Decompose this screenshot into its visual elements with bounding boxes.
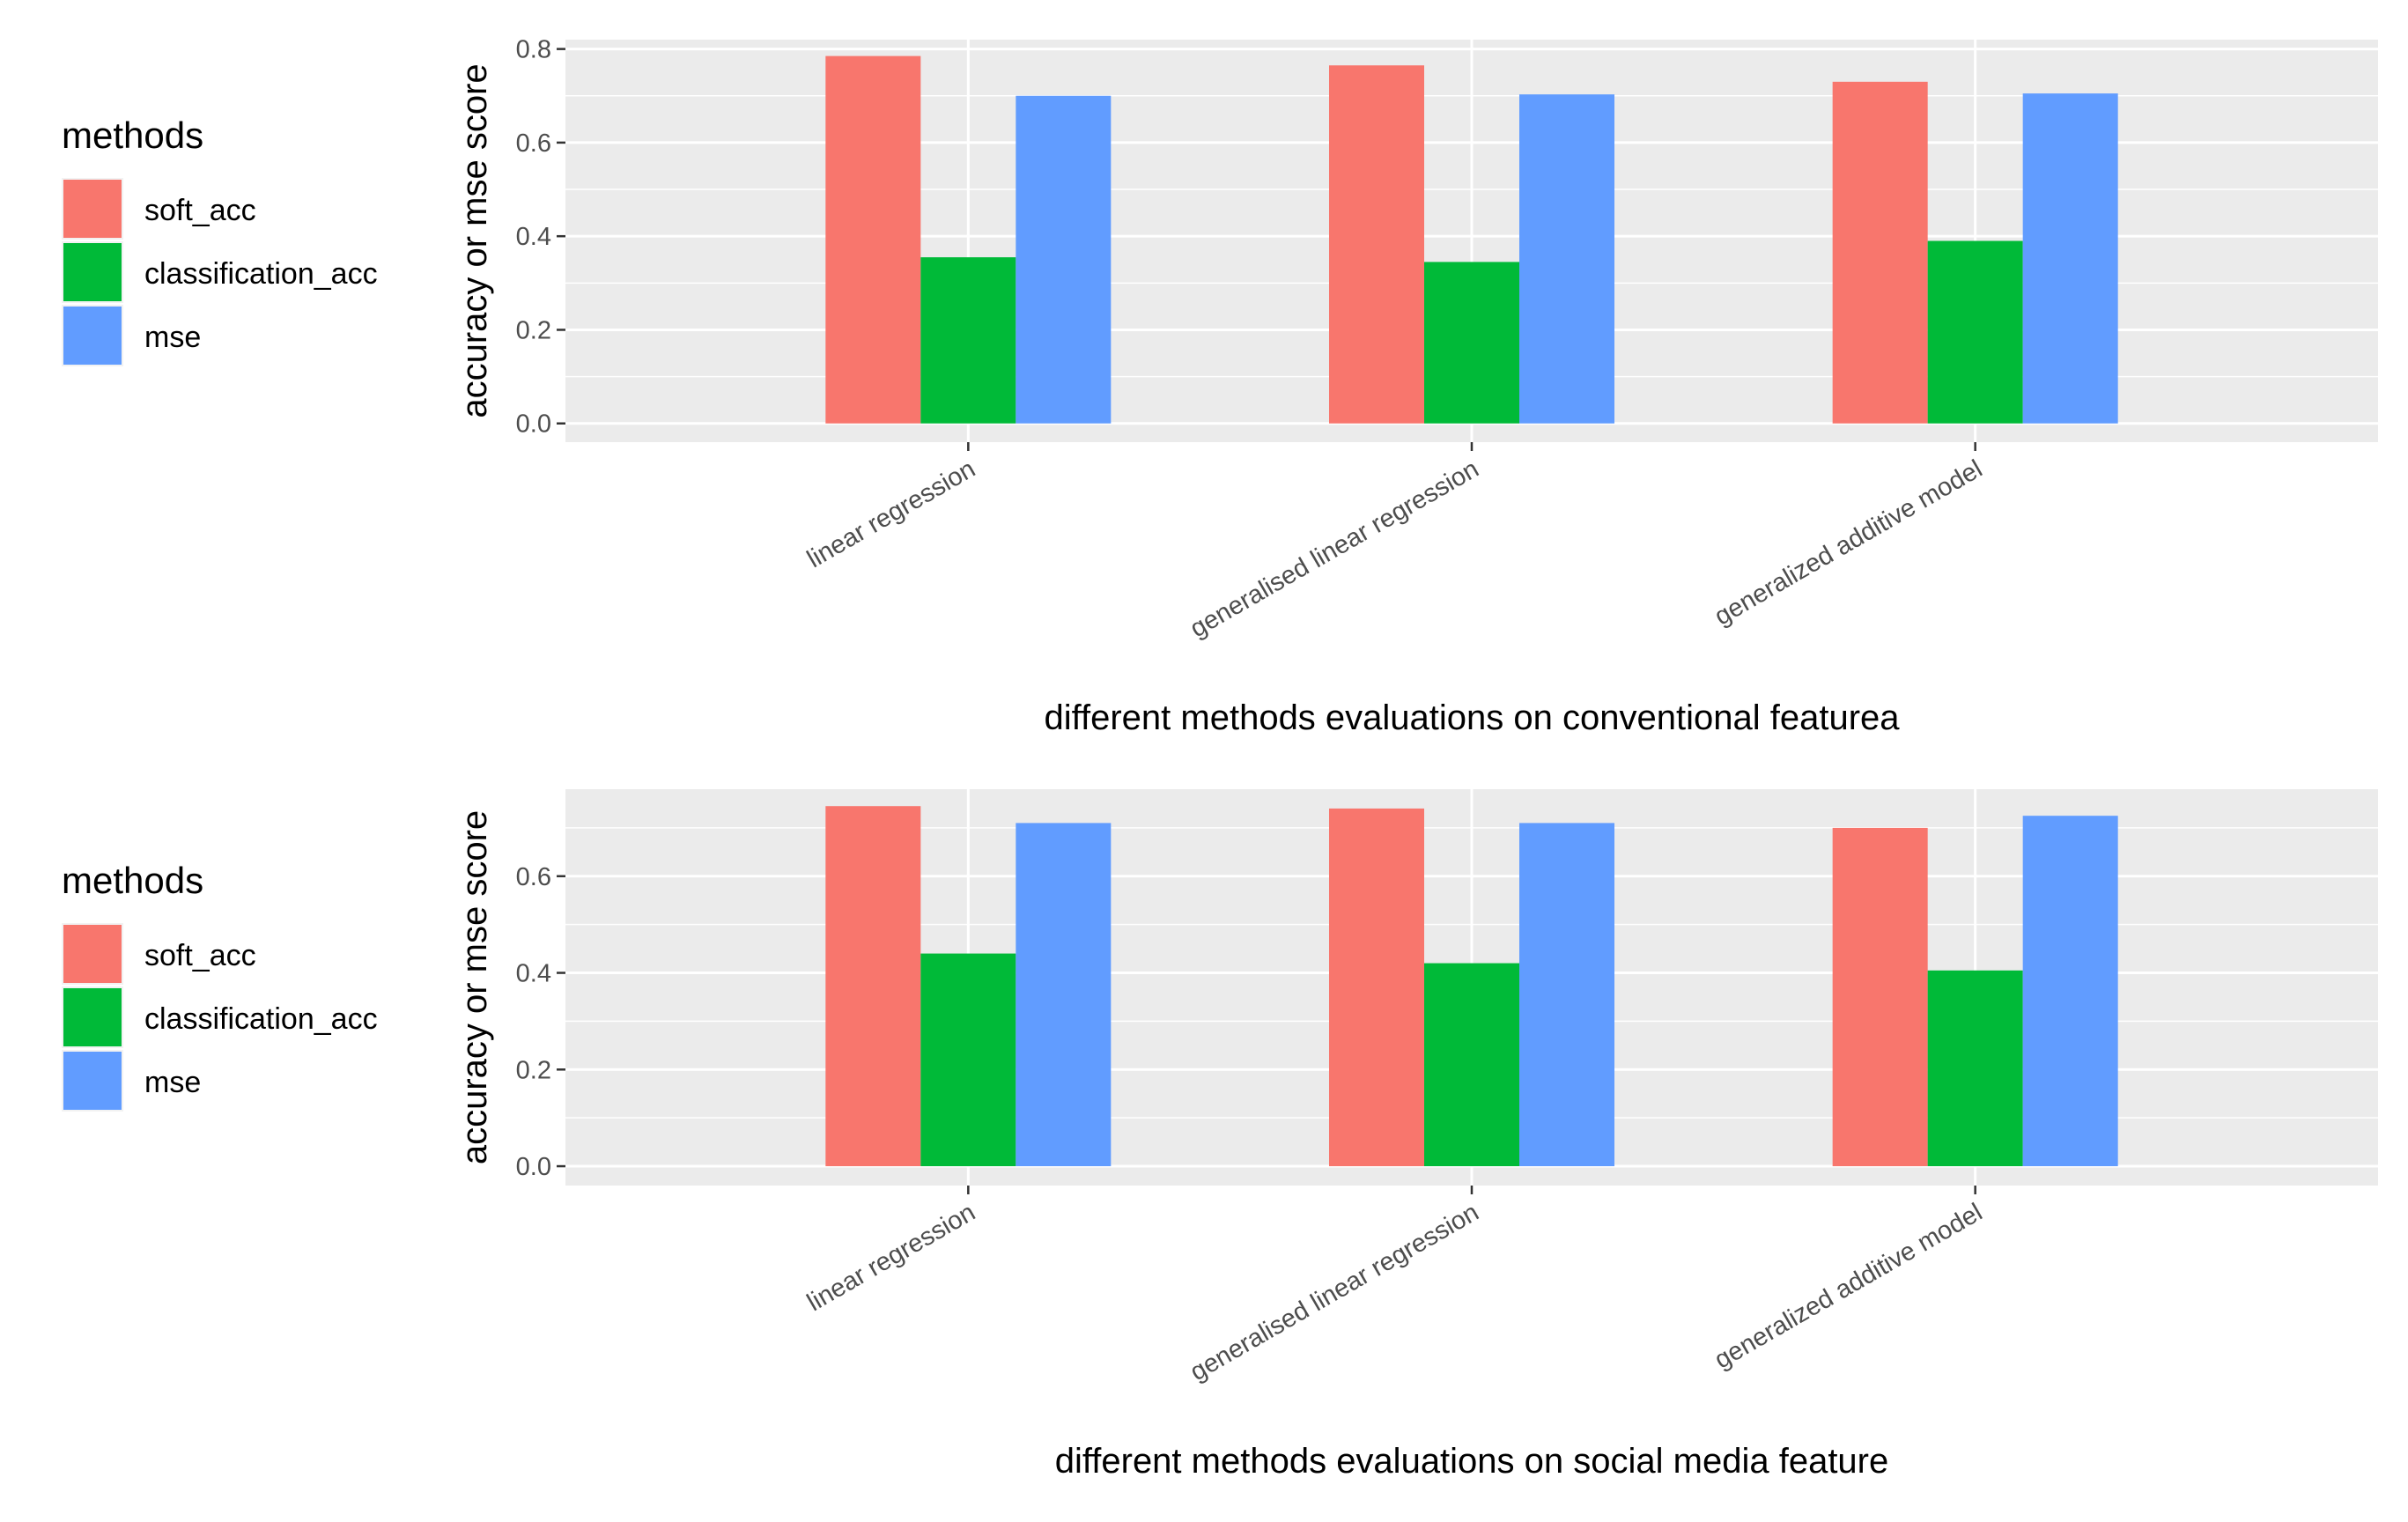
y-tick-label: 0.8 (516, 36, 551, 64)
bar-chart-social-media: 0.0 0.2 0.4 0.6 linear regression generalised… (455, 789, 2378, 1481)
legend-label-mse: mse (144, 321, 202, 354)
legend-label-soft-acc: soft_acc (144, 194, 256, 227)
bar-mse-generalised-linear-regression (1519, 823, 1614, 1167)
bar-soft-acc-generalized-additive-model (1832, 81, 1928, 424)
bar-mse-generalised-linear-regression (1519, 94, 1614, 424)
x-tick-label-generalized-additive-model: generalized additive model (1710, 1198, 1987, 1374)
legend-item-mse: mse (62, 1050, 467, 1112)
bar-classification-acc-generalized-additive-model (1927, 240, 2023, 424)
y-tick-label: 0.4 (516, 223, 551, 251)
bar-soft-acc-generalised-linear-regression (1329, 808, 1424, 1167)
legend-item-soft-acc: soft_acc (62, 923, 467, 985)
legend-swatch-classification-acc (63, 988, 122, 1046)
legend-label-classification-acc: classification_acc (144, 257, 378, 291)
legend-label-classification-acc: classification_acc (144, 1002, 378, 1036)
bar-classification-acc-generalised-linear-regression (1424, 262, 1519, 424)
bar-mse-linear-regression (1016, 823, 1112, 1167)
legend-label-mse: mse (144, 1066, 202, 1099)
x-tick-label-linear-regression: linear regression (802, 1198, 980, 1317)
x-axis-title: different methods evaluations on social … (1055, 1442, 1889, 1481)
x-axis-title: different methods evaluations on convent… (1044, 698, 1900, 737)
bar-soft-acc-generalised-linear-regression (1329, 65, 1424, 424)
bar-classification-acc-generalised-linear-regression (1424, 963, 1519, 1167)
legend-item-classification-acc: classification_acc (62, 986, 467, 1048)
y-tick-label: 0.6 (516, 863, 551, 891)
legend-item-classification-acc: classification_acc (62, 241, 467, 303)
legend-swatch-soft-acc (63, 925, 122, 983)
x-tick-label-linear-regression: linear regression (802, 454, 980, 573)
y-tick-label: 0.2 (516, 1056, 551, 1084)
y-tick-label: 0.4 (516, 960, 551, 988)
bar-chart-conventional: 0.0 0.2 0.4 0.6 0.8 linear regression generali… (455, 36, 2378, 737)
y-axis-title: accuracy or mse score (455, 810, 494, 1164)
legend-title: methods (62, 860, 204, 901)
y-tick-label: 0.2 (516, 316, 551, 344)
legend-label-soft-acc: soft_acc (144, 939, 256, 972)
legend-title: methods (62, 115, 204, 156)
bar-mse-generalized-additive-model (2022, 93, 2118, 424)
bar-soft-acc-linear-regression (825, 55, 921, 424)
y-axis-title: accuracy or mse score (455, 63, 494, 417)
legend-item-soft-acc: soft_acc (62, 178, 467, 240)
legend-swatch-classification-acc (63, 243, 122, 301)
legend-swatch-mse (63, 1052, 122, 1110)
legend-swatch-soft-acc (63, 180, 122, 238)
bar-classification-acc-linear-regression (920, 953, 1016, 1167)
y-tick-label: 0.0 (516, 410, 551, 439)
chart-panel-conventional: methods soft_acc classification_acc mse … (0, 0, 2408, 745)
legend-swatch-mse (63, 307, 122, 365)
bar-mse-linear-regression (1016, 95, 1112, 424)
bar-classification-acc-linear-regression (920, 257, 1016, 424)
bar-soft-acc-linear-regression (825, 806, 921, 1167)
x-tick-label-generalized-additive-model: generalized additive model (1710, 454, 1987, 631)
y-tick-label: 0.6 (516, 129, 551, 158)
bar-classification-acc-generalized-additive-model (1927, 970, 2023, 1167)
bar-soft-acc-generalized-additive-model (1832, 827, 1928, 1167)
chart-panel-social-media: methods soft_acc classification_acc mse … (0, 745, 2408, 1522)
bar-mse-generalized-additive-model (2022, 816, 2118, 1167)
x-tick-label-generalised-linear-regression: generalised linear regression (1186, 454, 1483, 643)
y-tick-label: 0.0 (516, 1153, 551, 1181)
x-tick-label-generalised-linear-regression: generalised linear regression (1186, 1198, 1483, 1386)
legend-item-mse: mse (62, 305, 467, 366)
